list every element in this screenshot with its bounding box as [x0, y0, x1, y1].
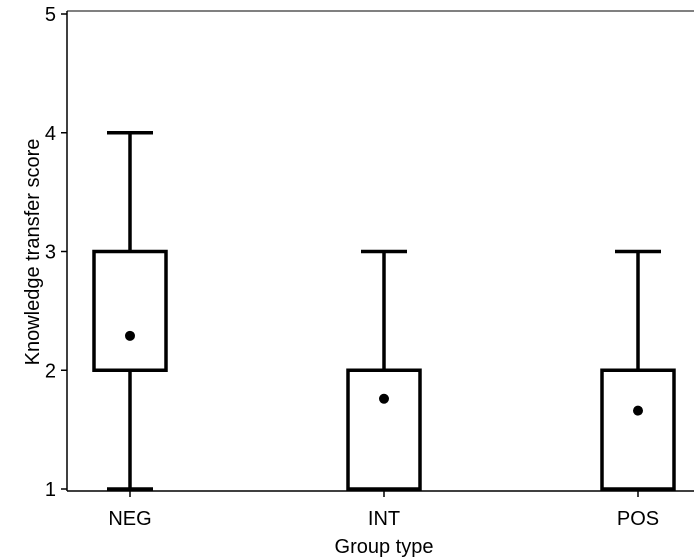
iqr-box-neg — [92, 249, 168, 372]
y-axis-title: Knowledge transfer score — [22, 139, 44, 366]
x-tick-label-int: INT — [368, 508, 400, 530]
boxes — [92, 131, 676, 491]
y-tick-label-4: 4 — [45, 123, 56, 145]
iqr-box-int — [346, 368, 422, 491]
box-int — [346, 249, 422, 491]
x-axis-title: Group type — [335, 536, 434, 558]
mean-point-neg — [125, 330, 135, 341]
axes: 1 2 3 4 5 NEG INT POS — [45, 4, 694, 530]
box-pos — [600, 249, 676, 491]
box-neg — [92, 131, 168, 491]
y-tick-label-2: 2 — [45, 360, 56, 382]
y-tick-label-5: 5 — [45, 4, 56, 26]
x-tick-label-neg: NEG — [108, 508, 151, 530]
y-tick-label-1: 1 — [45, 479, 56, 501]
y-tick-label-3: 3 — [45, 242, 56, 264]
iqr-box-pos — [600, 368, 676, 491]
mean-point-pos — [633, 405, 643, 416]
x-tick-label-pos: POS — [617, 508, 659, 530]
mean-point-int — [379, 393, 389, 404]
